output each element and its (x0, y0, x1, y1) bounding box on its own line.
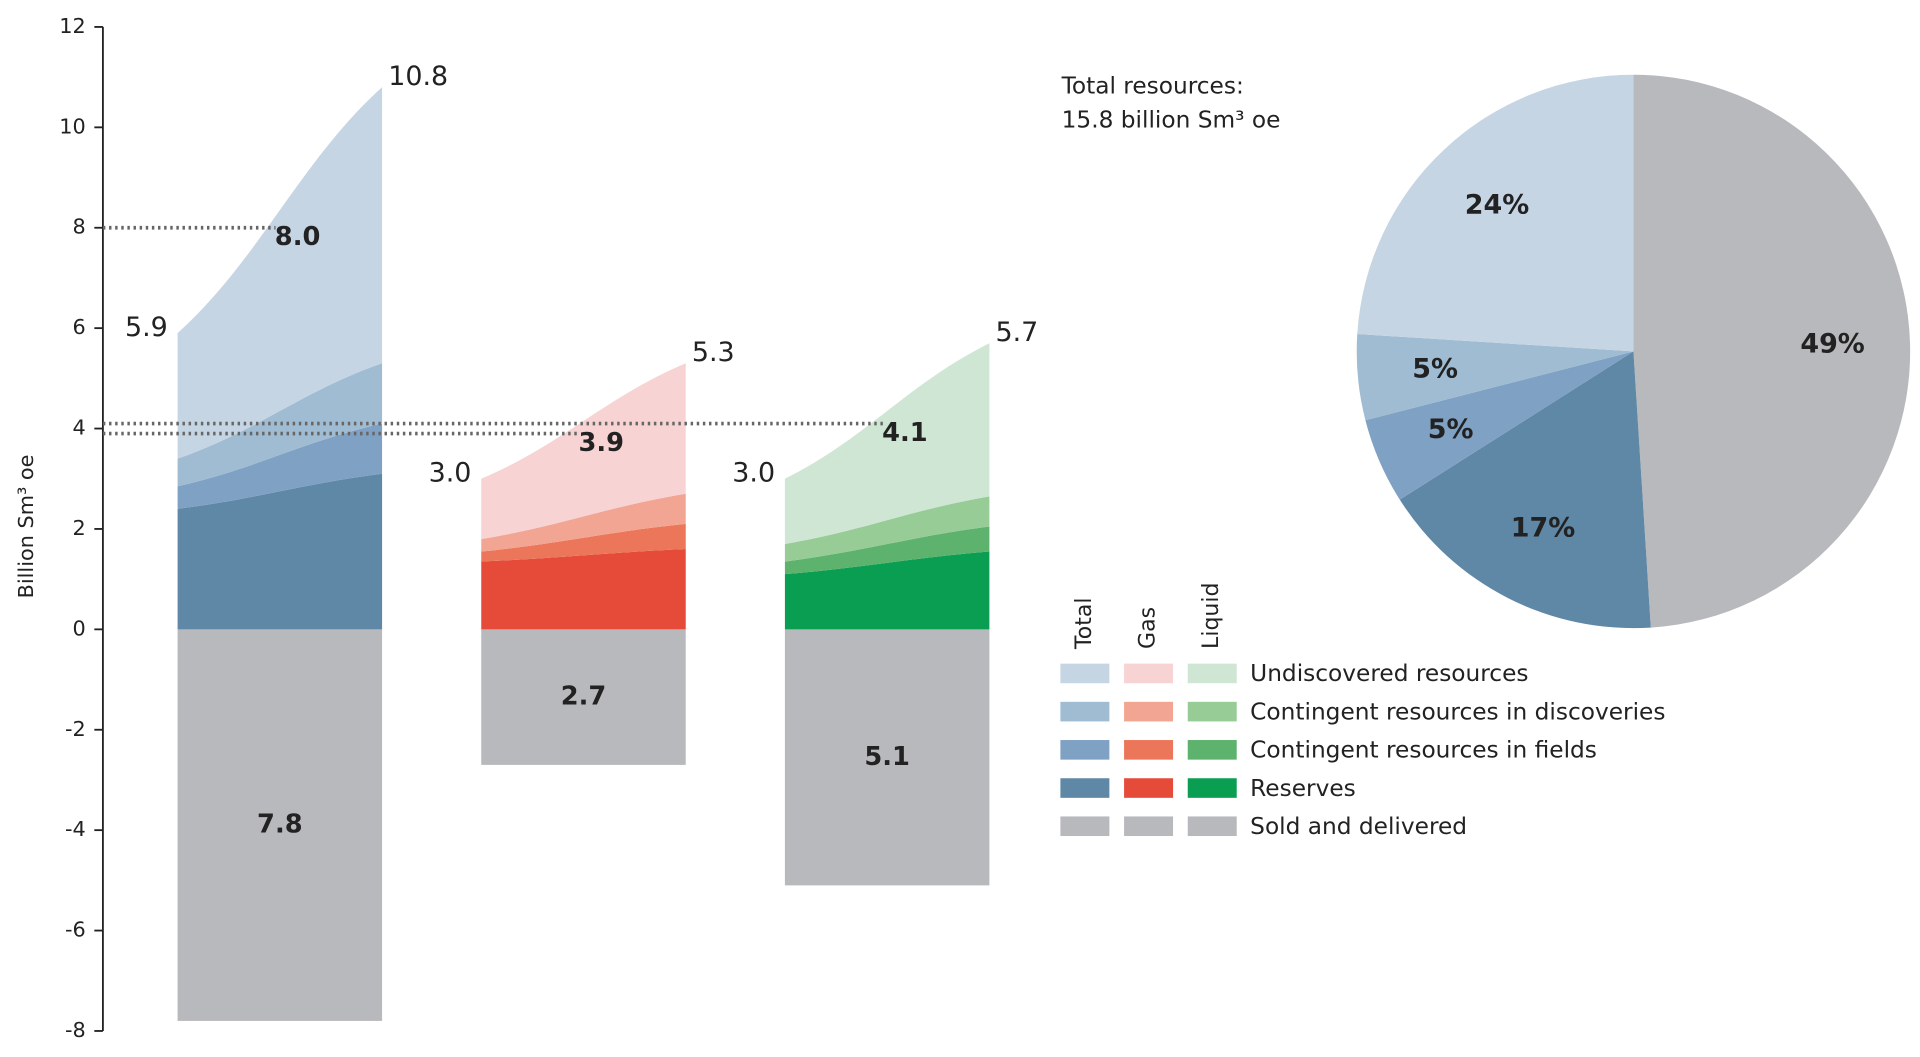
pie-slice (1399, 351, 1651, 629)
legend-swatch (1187, 701, 1237, 722)
legend-swatch (1124, 701, 1174, 722)
resource-band (177, 363, 383, 487)
pie-slice (1357, 74, 1634, 352)
sold-bar (177, 629, 383, 1021)
sold-bar (481, 629, 686, 765)
resource-band (784, 526, 990, 575)
high-total-label: 5.7 (996, 317, 1039, 348)
legend-swatch (1124, 778, 1174, 798)
low-total-label: 3.0 (429, 457, 472, 488)
y-tick-label: 6 (73, 315, 86, 339)
legend-swatch (1124, 816, 1174, 837)
legend-header: Total (1072, 598, 1097, 650)
resource-band (784, 343, 990, 545)
legend-label: Contingent resources in discoveries (1250, 698, 1665, 725)
low-total-label: 3.0 (732, 457, 775, 488)
high-total-label: 10.8 (388, 61, 448, 92)
legend-label: Contingent resources in fields (1250, 737, 1597, 764)
legend-swatch (1187, 778, 1237, 798)
legend-label: Undiscovered resources (1250, 660, 1528, 687)
y-tick-label: -8 (65, 1018, 86, 1042)
resource-band (481, 523, 686, 562)
y-tick-label: -2 (65, 717, 86, 741)
legend-swatch (1060, 816, 1110, 837)
pie-label: 49% (1800, 329, 1864, 360)
pie-title: 15.8 billion Sm³ oe (1062, 107, 1281, 134)
legend-header: Gas (1136, 607, 1161, 649)
y-tick-label: 4 (73, 416, 86, 440)
y-tick-label: -6 (65, 918, 86, 942)
y-tick-label: 2 (73, 516, 86, 540)
y-tick-label: 12 (59, 14, 85, 38)
resource-band (481, 493, 686, 552)
pie-title: Total resources: (1061, 72, 1244, 99)
sold-label: 2.7 (561, 682, 607, 712)
pie-label: 17% (1511, 512, 1575, 543)
pie-label: 24% (1465, 190, 1529, 221)
legend-label: Sold and delivered (1250, 813, 1467, 840)
pie-slice (1633, 74, 1911, 628)
legend-label: Reserves (1250, 775, 1356, 802)
resource-band (177, 423, 383, 509)
legend-swatch (1187, 816, 1237, 837)
y-tick-label: -4 (65, 817, 86, 841)
legend-swatch (1060, 663, 1110, 684)
resource-band (481, 549, 686, 630)
legend-swatch (1060, 778, 1110, 798)
y-tick-label: 8 (73, 215, 86, 239)
legend-header: Liquid (1199, 583, 1224, 649)
resource-band (784, 496, 990, 562)
sold-label: 7.8 (257, 810, 303, 840)
legend-swatch (1187, 740, 1237, 760)
y-tick-label: 0 (73, 616, 86, 640)
sold-bar (784, 629, 990, 886)
resource-band (481, 363, 686, 539)
legend-swatch (1124, 663, 1174, 684)
resource-band (177, 473, 383, 630)
legend-swatch (1060, 701, 1110, 722)
high-total-label: 5.3 (692, 337, 735, 368)
low-total-label: 5.9 (125, 312, 168, 343)
y-tick-label: 10 (59, 114, 85, 138)
legend-swatch (1124, 740, 1174, 760)
y-axis-label: Billion Sm³ oe (14, 455, 38, 599)
pie-label: 5% (1428, 414, 1474, 445)
expected-label: 4.1 (882, 418, 928, 448)
resource-band (177, 87, 383, 459)
expected-label: 3.9 (578, 428, 624, 458)
resource-band (784, 551, 990, 630)
sold-label: 5.1 (864, 742, 910, 772)
pie-label: 5% (1412, 354, 1458, 385)
legend-swatch (1060, 740, 1110, 760)
legend-swatch (1187, 663, 1237, 684)
pie-slice (1356, 334, 1634, 421)
pie-slice (1365, 351, 1634, 500)
expected-label: 8.0 (275, 222, 321, 252)
